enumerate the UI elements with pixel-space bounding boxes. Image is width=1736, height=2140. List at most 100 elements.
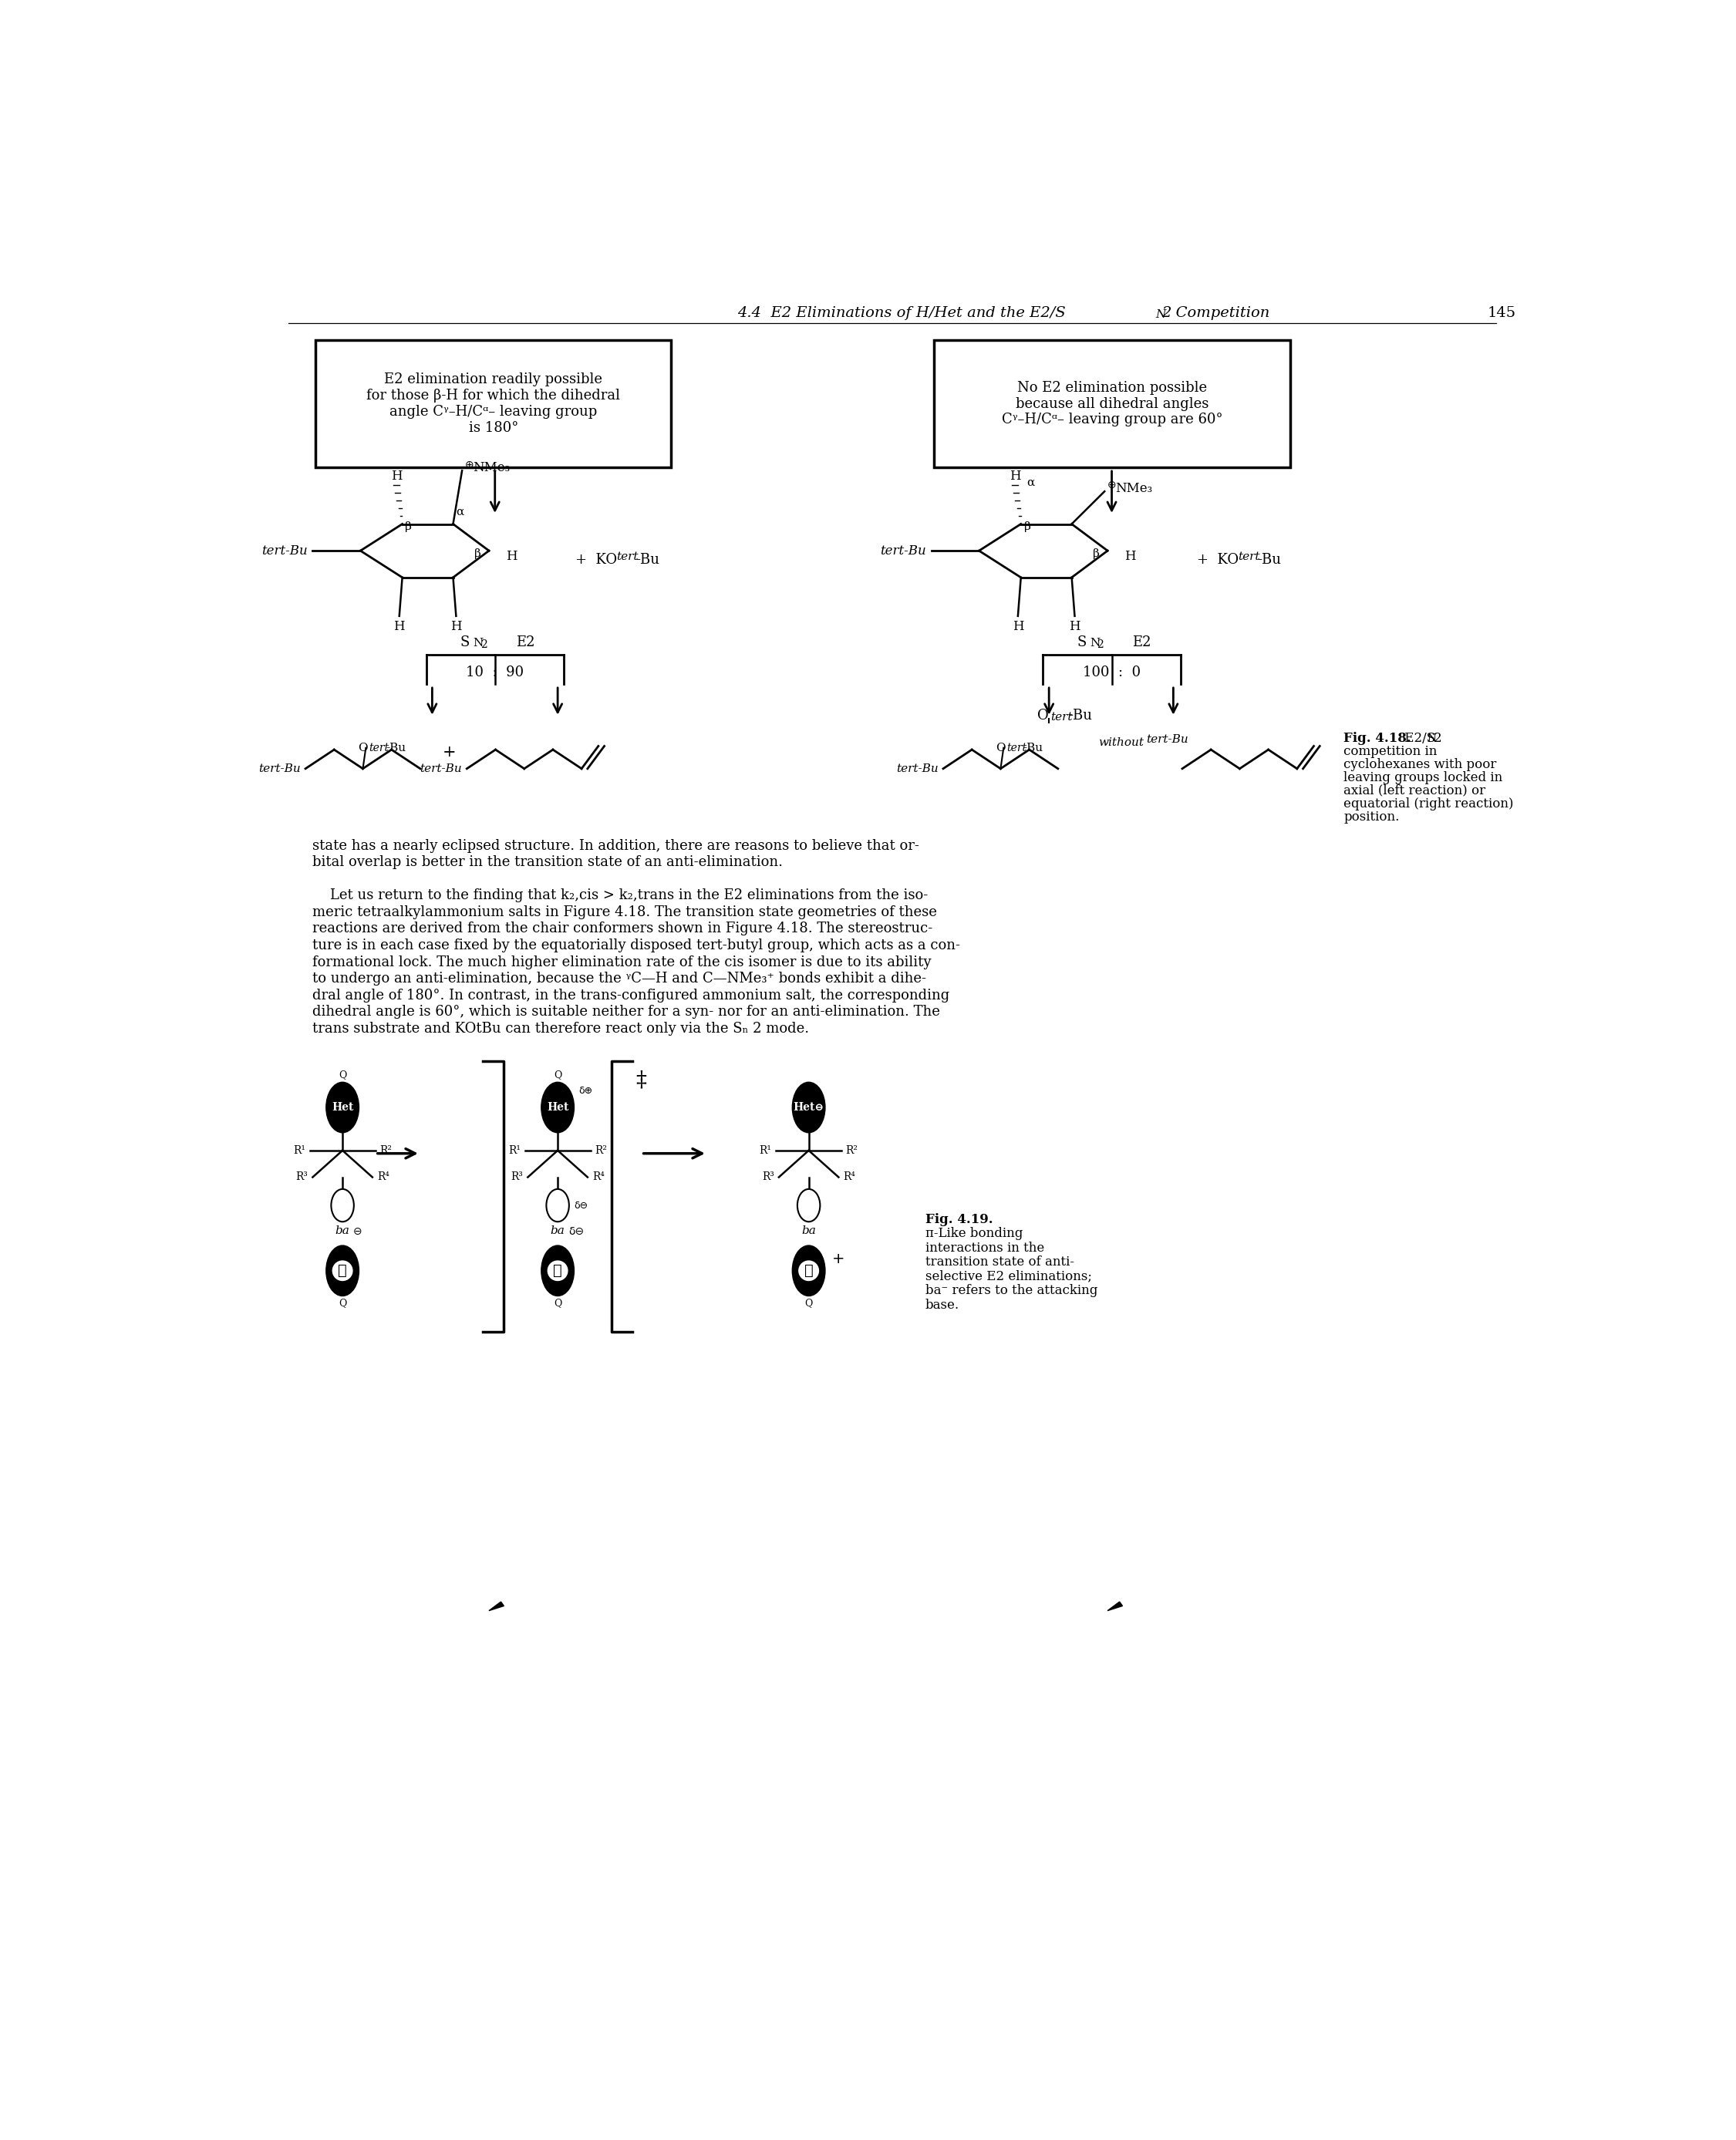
Text: Fig. 4.19.: Fig. 4.19. (925, 1213, 993, 1226)
Text: Let us return to the finding that k₂,cis > k₂,trans in the E2 eliminations from : Let us return to the finding that k₂,cis… (312, 888, 929, 903)
Text: H: H (1125, 550, 1135, 563)
Text: R⁴: R⁴ (844, 1173, 856, 1183)
Text: meric tetraalkylammonium salts in Figure 4.18. The transition state geometries o: meric tetraalkylammonium salts in Figure… (312, 905, 937, 918)
Text: ba: ba (802, 1226, 816, 1237)
Text: Ⓘ: Ⓘ (804, 1263, 812, 1278)
Text: NMe₃: NMe₃ (1115, 482, 1153, 494)
Text: tert-Bu: tert-Bu (880, 544, 927, 556)
Text: +: + (443, 745, 455, 760)
Text: Q: Q (339, 1299, 347, 1308)
Text: E2: E2 (1132, 636, 1151, 651)
Text: ⊖: ⊖ (352, 1226, 363, 1237)
Text: R¹: R¹ (759, 1145, 773, 1156)
Text: R⁴: R⁴ (592, 1173, 604, 1183)
Text: α: α (1028, 477, 1035, 488)
Text: E2 elimination readily possible
for those β-H for which the dihedral
angle Cᵞ–H/: E2 elimination readily possible for thos… (366, 372, 620, 434)
Text: 145: 145 (1488, 306, 1516, 321)
Text: tert-Bu: tert-Bu (1146, 734, 1189, 745)
Text: β: β (1024, 522, 1031, 533)
Text: tert-Bu: tert-Bu (896, 764, 939, 775)
Text: H: H (450, 621, 462, 633)
Text: formational lock. The much higher elimination rate of the cis isomer is due to i: formational lock. The much higher elimin… (312, 954, 932, 969)
Text: +  KO: + KO (576, 552, 618, 567)
Text: R¹: R¹ (293, 1145, 306, 1156)
Text: to undergo an anti-elimination, because the ᵞC—H and C—NMe₃⁺ bonds exhibit a dih: to undergo an anti-elimination, because … (312, 972, 927, 987)
Text: O: O (996, 743, 1005, 753)
Text: Het⊖: Het⊖ (793, 1102, 825, 1113)
Text: δ⊖: δ⊖ (568, 1226, 583, 1237)
Circle shape (549, 1260, 568, 1280)
Text: -Bu: -Bu (635, 552, 660, 567)
Text: Q: Q (806, 1299, 812, 1308)
Text: equatorial (right reaction): equatorial (right reaction) (1344, 798, 1514, 811)
Text: N: N (1090, 638, 1101, 648)
Ellipse shape (792, 1245, 825, 1297)
Text: dral angle of 180°. In contrast, in the trans-configured ammonium salt, the corr: dral angle of 180°. In contrast, in the … (312, 989, 950, 1002)
Text: Fig. 4.18.: Fig. 4.18. (1344, 732, 1411, 745)
Text: 2 Competition: 2 Competition (1161, 306, 1269, 321)
Ellipse shape (326, 1245, 359, 1297)
Text: δ⊕: δ⊕ (578, 1087, 594, 1096)
Text: 2: 2 (481, 640, 488, 651)
Ellipse shape (547, 1190, 569, 1222)
Text: bital overlap is better in the transition state of an anti-elimination.: bital overlap is better in the transitio… (312, 856, 783, 869)
Text: 100  :  0: 100 : 0 (1083, 666, 1141, 678)
Ellipse shape (326, 1083, 359, 1132)
Text: S: S (460, 636, 469, 651)
Text: 2: 2 (1097, 640, 1104, 651)
Text: ture is in each case fixed by the equatorially disposed tert-butyl group, which : ture is in each case fixed by the equato… (312, 939, 960, 952)
Ellipse shape (333, 1256, 352, 1284)
Ellipse shape (792, 1083, 825, 1132)
Text: base.: base. (925, 1299, 960, 1312)
Text: tert-Bu: tert-Bu (420, 764, 462, 775)
Text: tert: tert (616, 552, 639, 563)
Text: R³: R³ (762, 1173, 774, 1183)
Circle shape (333, 1260, 352, 1280)
Bar (316, 340, 672, 469)
Text: Het: Het (332, 1102, 354, 1113)
Text: 4.4  E2 Eliminations of H/Het and the E2/S: 4.4 E2 Eliminations of H/Het and the E2/… (738, 306, 1066, 321)
Text: NMe₃: NMe₃ (472, 460, 510, 475)
Text: ba: ba (335, 1226, 349, 1237)
Text: interactions in the: interactions in the (925, 1241, 1045, 1254)
Text: tert: tert (1050, 713, 1073, 723)
Text: R²: R² (845, 1145, 858, 1156)
Text: β: β (1092, 548, 1099, 559)
Text: tert: tert (368, 743, 389, 753)
Ellipse shape (332, 1190, 354, 1222)
Text: ⊕: ⊕ (465, 460, 474, 471)
Text: H: H (1069, 621, 1080, 633)
Text: Ⓘ: Ⓘ (339, 1263, 347, 1278)
Text: without: without (1099, 736, 1144, 747)
Text: Q: Q (554, 1299, 562, 1308)
Text: tert-Bu: tert-Bu (259, 764, 300, 775)
Text: H: H (1012, 621, 1024, 633)
Text: ⊕: ⊕ (1108, 479, 1116, 490)
Text: S: S (1076, 636, 1087, 651)
Ellipse shape (542, 1245, 575, 1297)
Text: state has a nearly eclipsed structure. In addition, there are reasons to believe: state has a nearly eclipsed structure. I… (312, 839, 920, 852)
Text: tert-Bu: tert-Bu (262, 544, 307, 556)
Text: tert: tert (1238, 552, 1260, 563)
Text: Q: Q (339, 1070, 347, 1081)
Text: R¹: R¹ (509, 1145, 521, 1156)
Text: 2: 2 (1434, 732, 1441, 745)
Text: H: H (394, 621, 404, 633)
Text: E2/S: E2/S (1401, 732, 1436, 745)
Text: π-Like bonding: π-Like bonding (925, 1226, 1023, 1241)
Text: ‡: ‡ (635, 1070, 646, 1091)
Text: 10  :  90: 10 : 90 (465, 666, 524, 678)
Text: H: H (1009, 471, 1021, 484)
Text: β: β (474, 548, 481, 559)
Text: ba⁻ refers to the attacking: ba⁻ refers to the attacking (925, 1284, 1097, 1297)
Text: α: α (457, 507, 464, 518)
Polygon shape (490, 1601, 503, 1611)
Text: tert: tert (1007, 743, 1026, 753)
Text: R²: R² (595, 1145, 608, 1156)
Text: No E2 elimination possible
because all dihedral angles
Cᵞ–H/Cᵅ– leaving group ar: No E2 elimination possible because all d… (1002, 381, 1222, 426)
Text: trans substrate and KOtBu can therefore react only via the Sₙ 2 mode.: trans substrate and KOtBu can therefore … (312, 1021, 809, 1036)
Text: -Bu: -Bu (1023, 743, 1043, 753)
Text: -Bu: -Bu (1257, 552, 1281, 567)
Text: E2: E2 (516, 636, 535, 651)
Text: transition state of anti-: transition state of anti- (925, 1256, 1075, 1269)
